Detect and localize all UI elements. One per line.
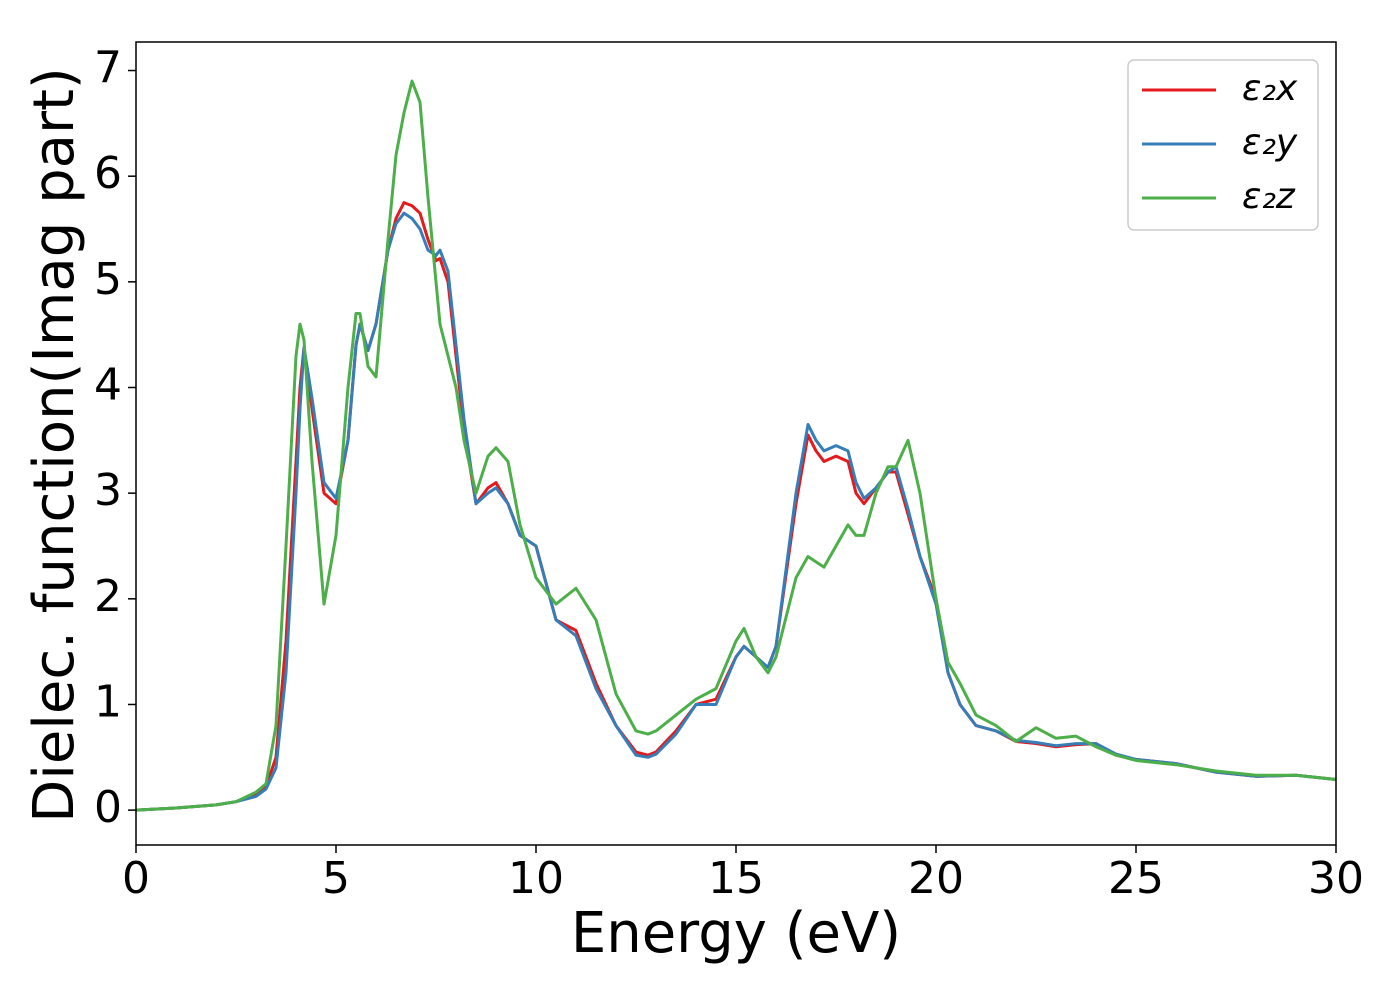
y-tick-label: 1	[94, 676, 122, 727]
y-tick-label: 5	[94, 254, 122, 305]
y-tick-label: 7	[94, 43, 122, 94]
x-tick-label: 0	[122, 853, 150, 904]
y-tick-label: 4	[94, 360, 122, 411]
x-tick-label: 5	[322, 853, 350, 904]
x-tick-label: 20	[908, 853, 964, 904]
legend-label: ε₂x	[1242, 68, 1298, 109]
plot-frame	[135, 41, 1337, 846]
x-tick-label: 30	[1308, 853, 1364, 904]
legend-label: ε₂z	[1242, 176, 1296, 217]
x-axis-label: Energy (eV)	[571, 901, 901, 966]
x-tick-label: 25	[1108, 853, 1164, 904]
x-tick-label: 15	[708, 853, 764, 904]
y-axis-label: Dielec. function(Imag part)	[22, 67, 87, 823]
x-tick-label: 10	[508, 853, 564, 904]
y-tick-label: 0	[94, 782, 122, 833]
legend-label: ε₂y	[1242, 122, 1298, 163]
y-tick-label: 2	[94, 571, 122, 622]
data-line	[135, 79, 1337, 812]
y-tick-label: 6	[94, 148, 122, 199]
legend-box	[1127, 59, 1319, 231]
y-tick-label: 3	[94, 465, 122, 516]
